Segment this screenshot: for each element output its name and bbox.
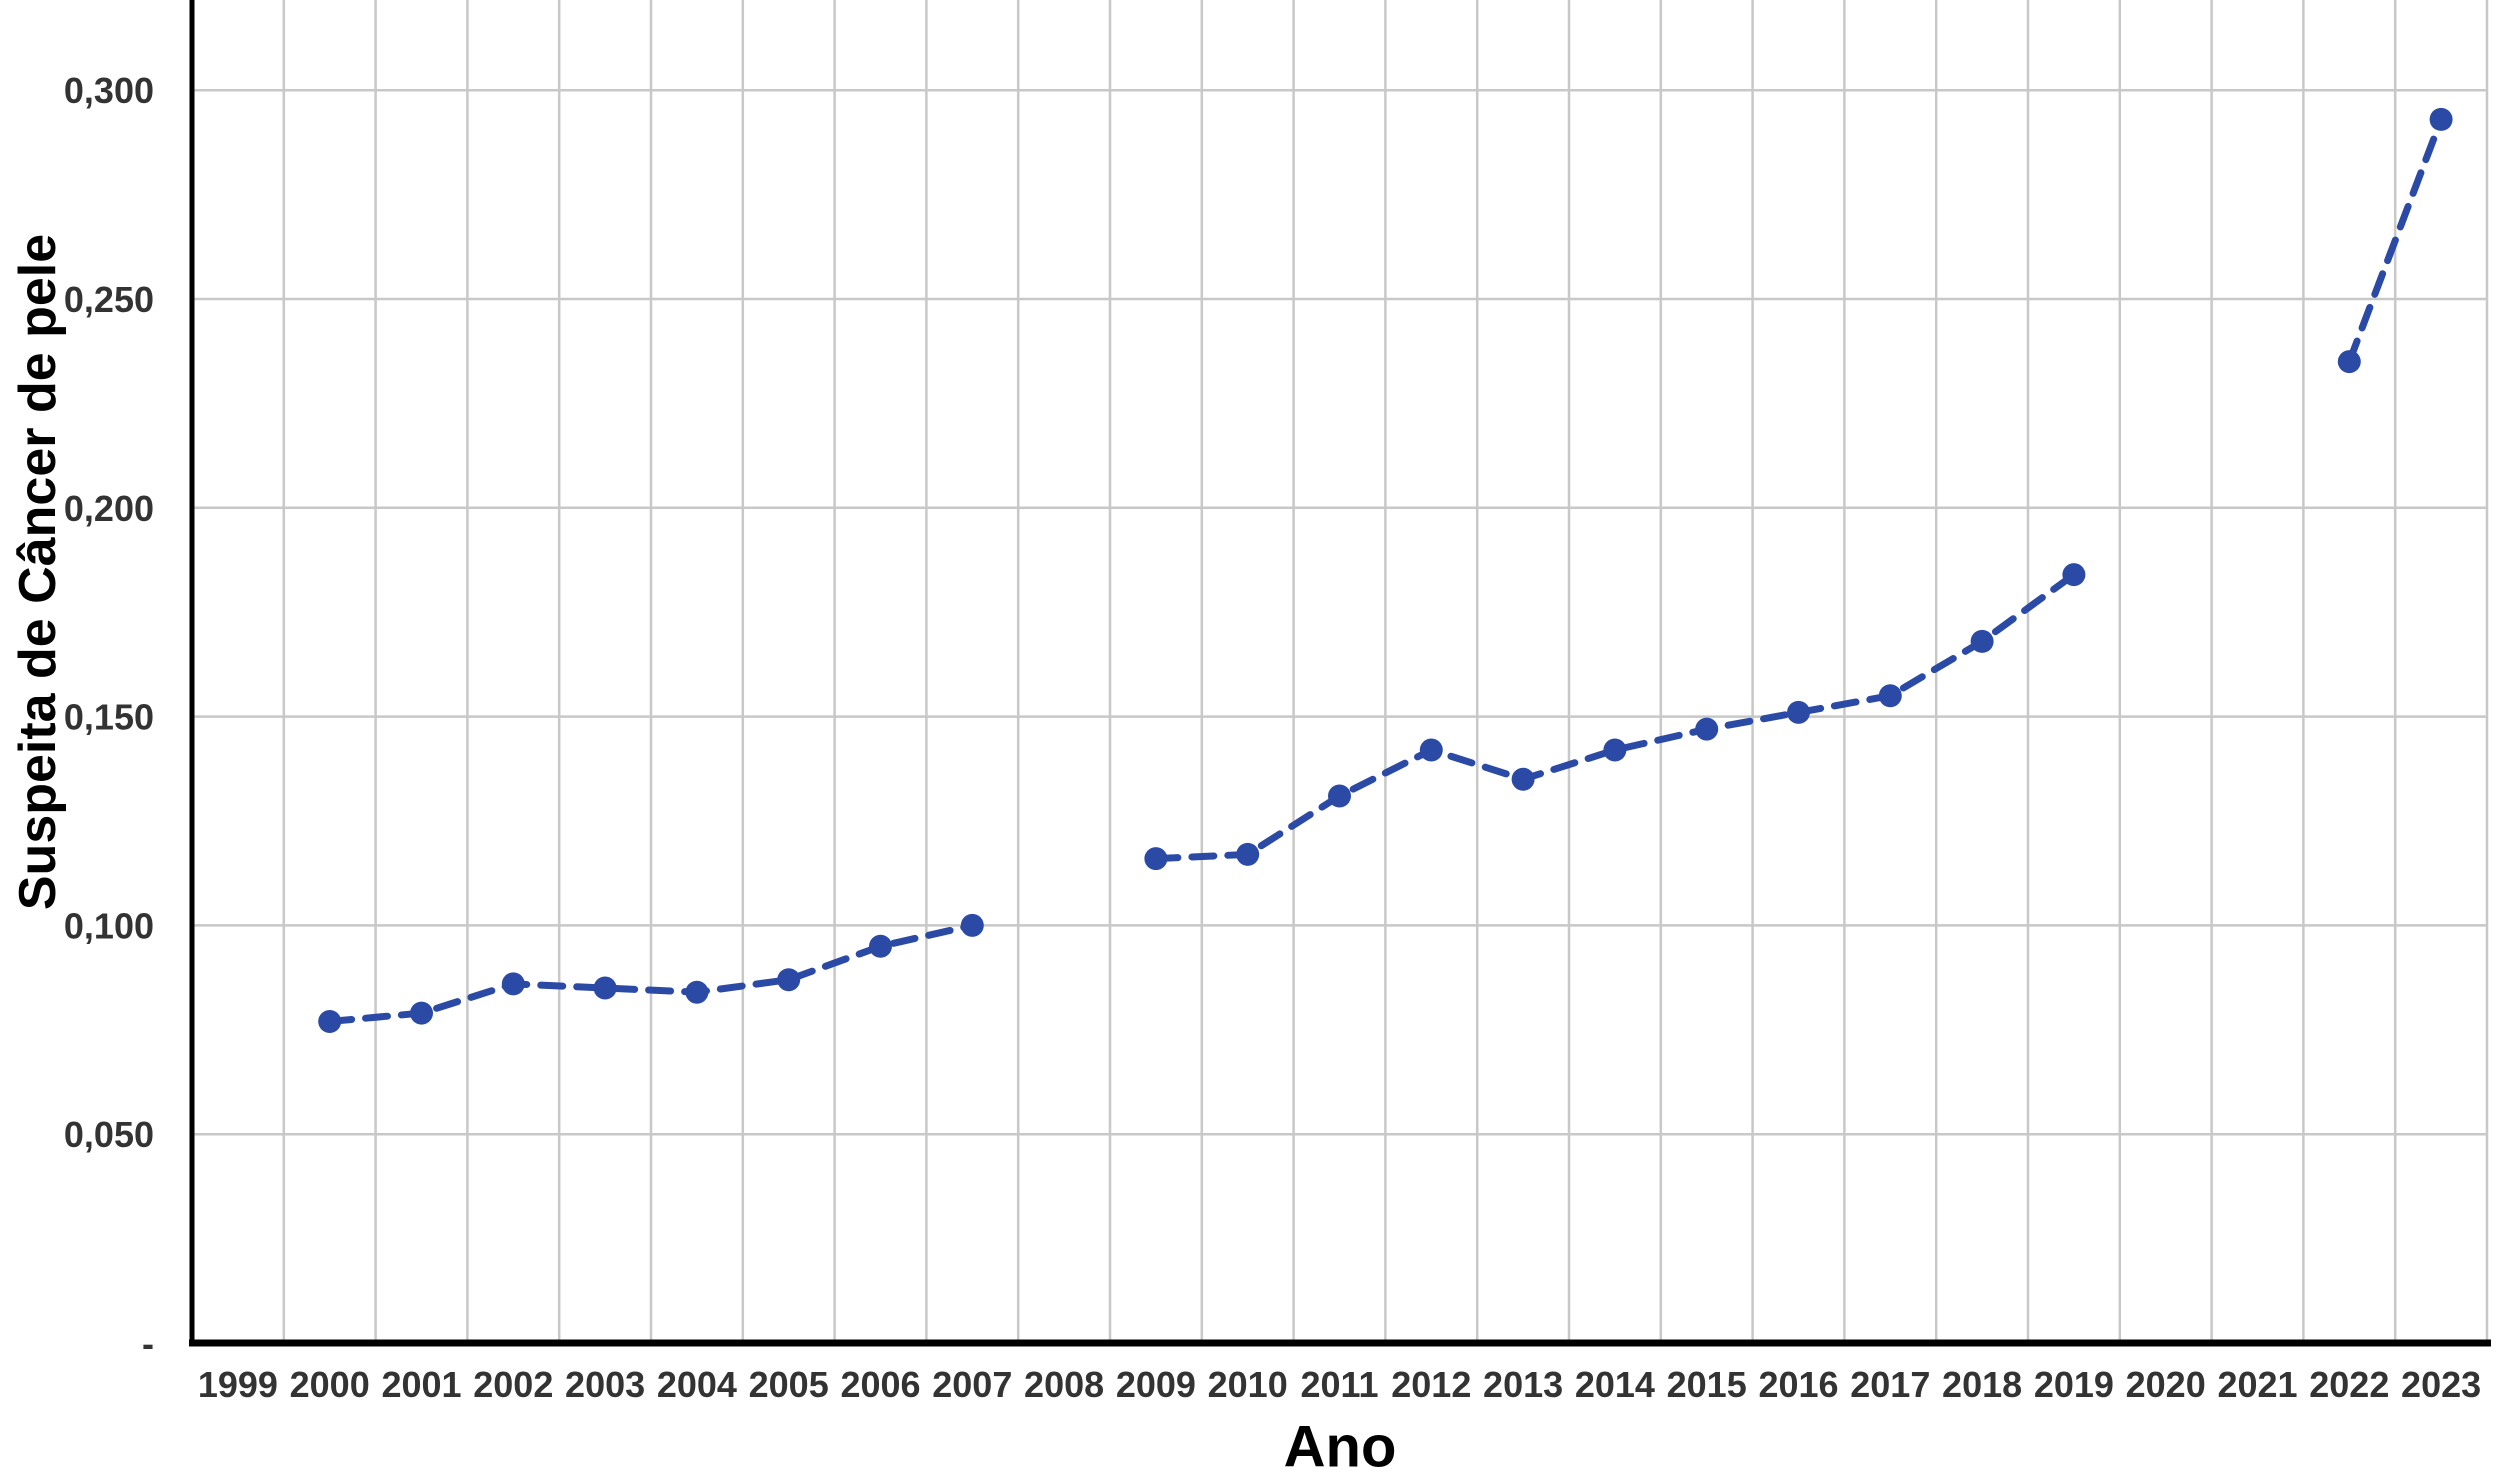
x-tick-label: 2022 [2309, 1364, 2389, 1405]
x-tick-label: 2017 [1850, 1364, 1930, 1405]
data-point-2004 [685, 980, 709, 1004]
series-line-segment [1152, 571, 2078, 863]
y-tick-label: 0,050 [64, 1114, 154, 1155]
y-tick-label: 0,250 [64, 279, 154, 320]
x-tick-label: 2003 [565, 1364, 645, 1405]
data-point-2011 [1328, 784, 1351, 808]
data-point-2023 [2429, 107, 2453, 131]
x-axis-title: Ano [1283, 1414, 1397, 1480]
x-tick-label: 2013 [1483, 1364, 1563, 1405]
x-tick-label: 2010 [1208, 1364, 1288, 1405]
y-tick-label: 0,150 [64, 697, 154, 738]
data-point-2013 [1511, 767, 1535, 791]
y-tick-label: 0,200 [64, 488, 154, 529]
data-point-2012 [1419, 738, 1443, 762]
data-point-2003 [593, 976, 617, 1000]
data-point-2002 [501, 972, 525, 996]
data-point-2017 [1878, 684, 1902, 708]
x-tick-label: 2019 [2034, 1364, 2114, 1405]
x-tick-label: 2018 [1942, 1364, 2022, 1405]
data-point-2009 [1144, 847, 1168, 871]
data-point-2005 [777, 968, 801, 992]
x-tick-label: 2006 [840, 1364, 920, 1405]
series-line-segment [326, 921, 976, 1025]
data-point-2007 [960, 913, 984, 937]
data-point-2001 [410, 1001, 433, 1025]
x-tick-label: 2005 [749, 1364, 829, 1405]
x-tick-label: 2016 [1758, 1364, 1838, 1405]
data-point-2019 [2062, 563, 2086, 587]
x-tick-label: 2008 [1024, 1364, 1104, 1405]
x-tick-label: 2014 [1575, 1364, 1655, 1405]
data-point-2006 [869, 934, 892, 958]
y-tick-label: 0,300 [64, 70, 154, 111]
data-point-2022 [2337, 350, 2361, 374]
data-point-2015 [1695, 717, 1719, 741]
x-tick-label: 2012 [1391, 1364, 1471, 1405]
x-tick-label: 1999 [198, 1364, 278, 1405]
x-tick-label: 2009 [1116, 1364, 1196, 1405]
x-tick-label: 2000 [290, 1364, 370, 1405]
data-point-2000 [318, 1009, 342, 1033]
y-tick-label: 0,100 [64, 905, 154, 946]
data-point-2016 [1787, 700, 1810, 724]
data-point-2010 [1236, 842, 1260, 866]
series-line-segment [2345, 115, 2445, 366]
x-tick-label: 2004 [657, 1364, 737, 1405]
x-tick-label: 2020 [2126, 1364, 2206, 1405]
x-tick-label: 2015 [1667, 1364, 1747, 1405]
data-point-2014 [1603, 738, 1627, 762]
x-tick-label: 2023 [2401, 1364, 2481, 1405]
data-point-2018 [1970, 629, 1994, 653]
x-tick-label: 2021 [2217, 1364, 2297, 1405]
y-tick-label: - [142, 1323, 154, 1364]
x-tick-label: 2007 [932, 1364, 1012, 1405]
x-tick-label: 2011 [1300, 1364, 1378, 1405]
x-tick-label: 2001 [381, 1364, 461, 1405]
x-tick-label: 2002 [473, 1364, 553, 1405]
y-axis-title: Suspeita de Câncer de pele [9, 233, 67, 911]
